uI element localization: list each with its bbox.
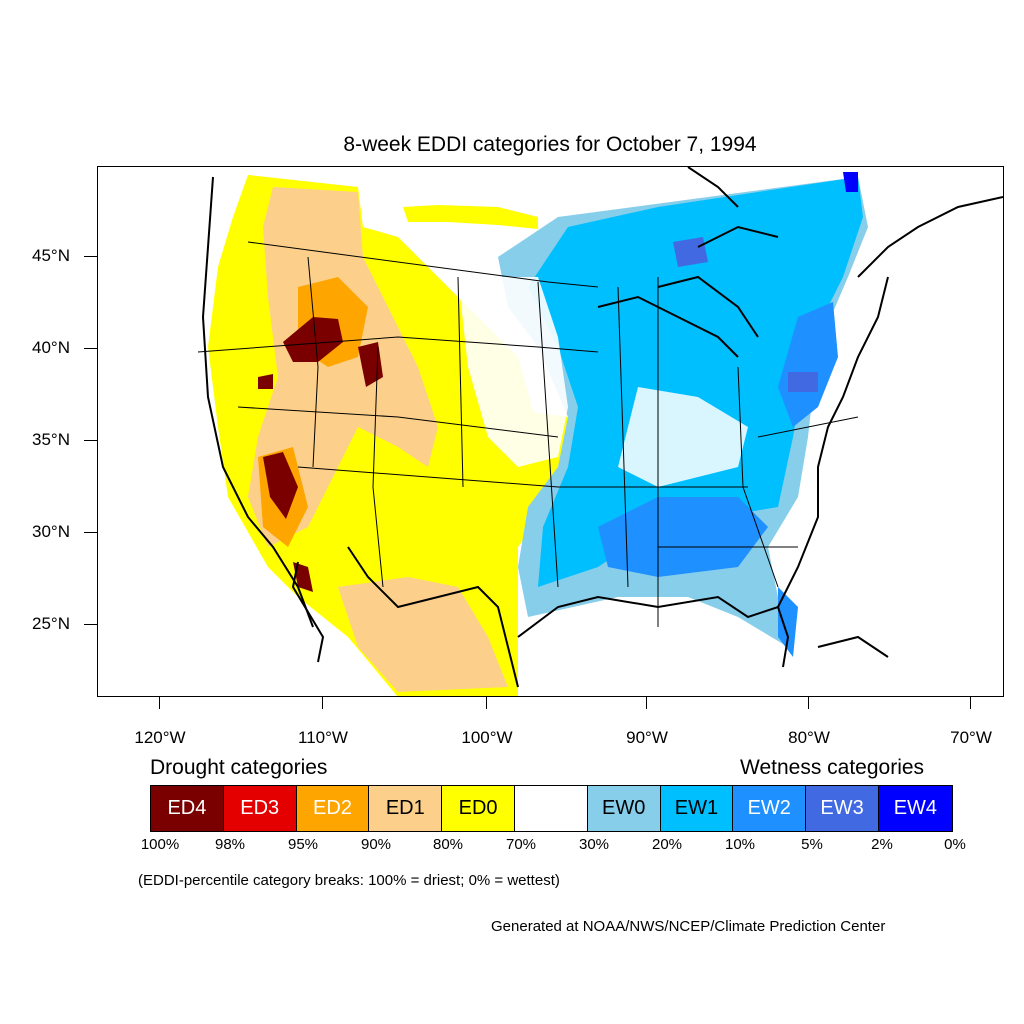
ew2-lake (778, 587, 798, 657)
drought-heading: Drought categories (150, 756, 328, 779)
break-0: 0% (944, 836, 966, 853)
break-80: 80% (432, 836, 464, 853)
legend-ew2: EW2 (733, 786, 807, 831)
credit-line: Generated at NOAA/NWS/NCEP/Climate Predi… (491, 918, 886, 935)
lat-tick (84, 440, 97, 442)
break-70: 70% (505, 836, 537, 853)
wetness-region (498, 172, 868, 657)
category-legend: ED4 ED3 ED2 ED1 ED0 EW0 EW1 EW2 EW3 EW4 (150, 785, 953, 832)
lon-label-80w: 80°W (788, 728, 830, 747)
break-90: 90% (360, 836, 392, 853)
eddi-map (197, 167, 1003, 696)
break-10: 10% (724, 836, 756, 853)
lat-label-45n: 45°N (32, 246, 70, 265)
legend-ed0: ED0 (442, 786, 515, 831)
state-boundaries (197, 241, 859, 627)
lon-tick (486, 697, 488, 709)
lon-tick (646, 697, 648, 709)
ew2-south (598, 497, 768, 577)
legend-ed1: ED1 (369, 786, 443, 831)
neutral-ohio-valley (618, 387, 748, 487)
legend-ed2: ED2 (296, 786, 370, 831)
lat-tick (84, 532, 97, 534)
ed4-az (263, 452, 298, 519)
ed4-idaho (283, 317, 343, 362)
lat-tick (84, 624, 97, 626)
legend-ew3: EW3 (806, 786, 879, 831)
ed4-baja (293, 562, 313, 592)
break-95: 95% (287, 836, 319, 853)
ew1-east (528, 177, 863, 587)
ew3-can (673, 237, 708, 267)
lon-tick (808, 697, 810, 709)
lon-label-110w: 110°W (298, 728, 348, 747)
break-98: 98% (214, 836, 246, 853)
legend-neutral (514, 786, 588, 831)
lat-tick (84, 256, 97, 258)
lon-label-90w: 90°W (626, 728, 668, 747)
lat-label-30n: 30°N (32, 522, 70, 541)
lat-tick (84, 348, 97, 350)
break-100: 100% (140, 836, 180, 853)
lat-label-40n: 40°N (32, 338, 70, 357)
lon-tick (970, 697, 972, 709)
lat-label-25n: 25°N (32, 614, 70, 633)
ed0-north (403, 205, 538, 229)
ed1-south (338, 577, 508, 692)
lon-tick (322, 697, 324, 709)
break-30: 30% (578, 836, 610, 853)
ew4-can (843, 172, 858, 192)
ew3-ny (788, 372, 818, 392)
map-title: 8-week EDDI categories for October 7, 19… (343, 133, 757, 156)
lat-label-35n: 35°N (32, 430, 70, 449)
break-5: 5% (801, 836, 823, 853)
lon-tick (159, 697, 161, 709)
wetness-heading: Wetness categories (740, 756, 925, 779)
lon-label-70w: 70°W (950, 728, 992, 747)
category-note: (EDDI-percentile category breaks: 100% =… (138, 872, 560, 889)
map-frame (97, 166, 1004, 697)
coastlines (201, 167, 1003, 688)
legend-ew4: EW4 (878, 786, 952, 831)
legend-ew0: EW0 (587, 786, 661, 831)
legend-ed4: ED4 (151, 786, 224, 831)
break-2: 2% (871, 836, 893, 853)
legend-ew1: EW1 (660, 786, 734, 831)
ew2-east (778, 302, 838, 427)
ed4-nevada (258, 374, 273, 389)
lon-label-120w: 120°W (134, 728, 186, 747)
break-20: 20% (651, 836, 683, 853)
legend-ed3: ED3 (223, 786, 297, 831)
lon-label-100w: 100°W (461, 728, 513, 747)
